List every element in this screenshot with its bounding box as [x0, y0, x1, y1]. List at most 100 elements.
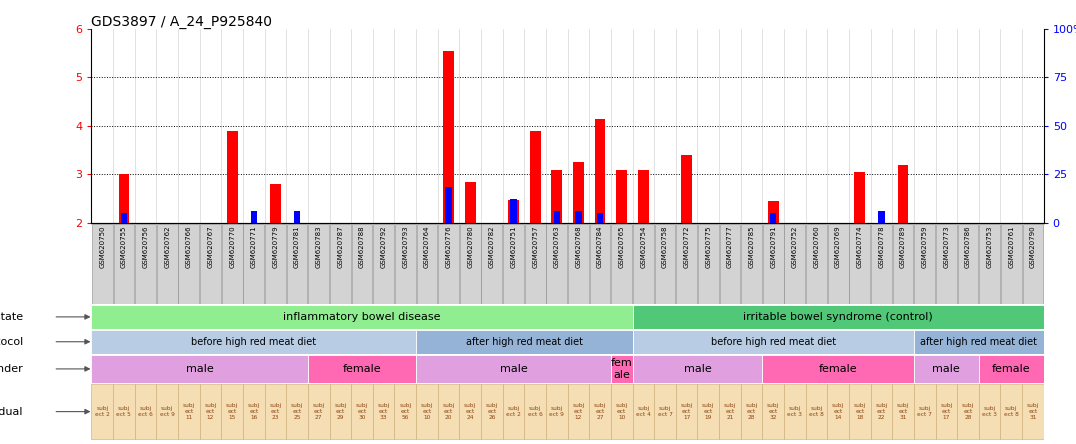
Text: GSM620790: GSM620790 [1030, 226, 1036, 268]
Text: subj
ect 2: subj ect 2 [95, 406, 110, 417]
Text: subj
ect
18: subj ect 18 [853, 403, 866, 420]
Text: subj
ect
25: subj ect 25 [291, 403, 303, 420]
FancyBboxPatch shape [178, 384, 200, 439]
FancyBboxPatch shape [568, 384, 590, 439]
Text: subj
ect
10: subj ect 10 [615, 403, 627, 420]
Text: GDS3897 / A_24_P925840: GDS3897 / A_24_P925840 [91, 15, 272, 29]
Bar [465, 182, 476, 223]
Bar [251, 211, 257, 223]
FancyBboxPatch shape [1001, 224, 1021, 304]
FancyBboxPatch shape [329, 384, 351, 439]
Text: GSM620779: GSM620779 [272, 226, 279, 268]
FancyBboxPatch shape [308, 384, 329, 439]
FancyBboxPatch shape [915, 224, 935, 304]
Text: GSM620759: GSM620759 [922, 226, 928, 268]
FancyBboxPatch shape [611, 355, 633, 383]
FancyBboxPatch shape [91, 305, 633, 329]
Text: male: male [499, 364, 527, 374]
Text: subj
ect
16: subj ect 16 [247, 403, 260, 420]
Bar [770, 213, 777, 223]
Text: GSM620770: GSM620770 [229, 226, 236, 268]
Text: gender: gender [0, 364, 23, 374]
Text: GSM620783: GSM620783 [315, 226, 322, 268]
Text: subj
ect
27: subj ect 27 [594, 403, 606, 420]
Text: subj
ect
11: subj ect 11 [183, 403, 195, 420]
Text: protocol: protocol [0, 337, 23, 347]
FancyBboxPatch shape [979, 224, 1000, 304]
Text: before high red meat diet: before high red meat diet [192, 337, 316, 347]
FancyBboxPatch shape [611, 384, 633, 439]
Text: GSM620766: GSM620766 [186, 226, 192, 268]
FancyBboxPatch shape [590, 224, 610, 304]
FancyBboxPatch shape [697, 384, 719, 439]
Bar [510, 199, 516, 223]
Text: GSM620781: GSM620781 [294, 226, 300, 268]
FancyBboxPatch shape [870, 224, 892, 304]
FancyBboxPatch shape [524, 384, 546, 439]
Bar [574, 163, 584, 223]
Text: GSM620778: GSM620778 [878, 226, 884, 268]
FancyBboxPatch shape [481, 384, 502, 439]
FancyBboxPatch shape [91, 224, 113, 304]
FancyBboxPatch shape [893, 224, 914, 304]
Text: GSM620758: GSM620758 [662, 226, 668, 268]
FancyBboxPatch shape [308, 355, 416, 383]
Bar [227, 131, 238, 223]
FancyBboxPatch shape [395, 224, 415, 304]
FancyBboxPatch shape [265, 224, 286, 304]
FancyBboxPatch shape [156, 384, 178, 439]
FancyBboxPatch shape [827, 224, 849, 304]
FancyBboxPatch shape [200, 384, 222, 439]
Text: after high red meat diet: after high red meat diet [920, 337, 1037, 347]
Bar [768, 201, 779, 223]
FancyBboxPatch shape [719, 384, 740, 439]
FancyBboxPatch shape [1022, 224, 1044, 304]
FancyBboxPatch shape [849, 224, 870, 304]
Bar [597, 213, 604, 223]
FancyBboxPatch shape [222, 384, 243, 439]
Text: subj
ect 8: subj ect 8 [809, 406, 824, 417]
Bar [681, 155, 692, 223]
Text: subj
ect
22: subj ect 22 [875, 403, 888, 420]
FancyBboxPatch shape [459, 224, 481, 304]
FancyBboxPatch shape [416, 384, 438, 439]
Text: GSM620782: GSM620782 [489, 226, 495, 268]
Bar [294, 211, 300, 223]
Text: subj
ect
14: subj ect 14 [832, 403, 845, 420]
FancyBboxPatch shape [179, 224, 199, 304]
Bar [576, 211, 582, 223]
FancyBboxPatch shape [892, 384, 914, 439]
Text: GSM620780: GSM620780 [467, 226, 473, 268]
Text: subj
ect
17: subj ect 17 [940, 403, 952, 420]
Text: GSM620764: GSM620764 [424, 226, 430, 268]
Text: subj
ect
21: subj ect 21 [724, 403, 736, 420]
FancyBboxPatch shape [113, 384, 134, 439]
Text: irritable bowel syndrome (control): irritable bowel syndrome (control) [744, 312, 933, 322]
Bar [551, 170, 562, 223]
Bar [553, 211, 560, 223]
FancyBboxPatch shape [633, 384, 654, 439]
Text: subj
ect 9: subj ect 9 [550, 406, 564, 417]
FancyBboxPatch shape [720, 224, 740, 304]
FancyBboxPatch shape [654, 224, 676, 304]
Bar [118, 174, 129, 223]
Text: GSM620774: GSM620774 [856, 226, 863, 268]
FancyBboxPatch shape [633, 305, 1044, 329]
Text: GSM620775: GSM620775 [705, 226, 711, 268]
FancyBboxPatch shape [243, 224, 265, 304]
FancyBboxPatch shape [114, 224, 134, 304]
Text: GSM620792: GSM620792 [381, 226, 386, 268]
Text: subj
ect
12: subj ect 12 [204, 403, 216, 420]
Text: subj
ect
24: subj ect 24 [464, 403, 477, 420]
FancyBboxPatch shape [438, 384, 459, 439]
Text: subj
ect
19: subj ect 19 [703, 403, 714, 420]
Text: GSM620761: GSM620761 [1008, 226, 1015, 268]
Text: GSM620771: GSM620771 [251, 226, 257, 268]
Text: subj
ect
15: subj ect 15 [226, 403, 238, 420]
Text: subj
ect 3: subj ect 3 [982, 406, 997, 417]
FancyBboxPatch shape [265, 384, 286, 439]
Bar [121, 213, 127, 223]
Text: GSM620784: GSM620784 [597, 226, 603, 268]
Text: GSM620750: GSM620750 [99, 226, 105, 268]
Text: male: male [186, 364, 213, 374]
